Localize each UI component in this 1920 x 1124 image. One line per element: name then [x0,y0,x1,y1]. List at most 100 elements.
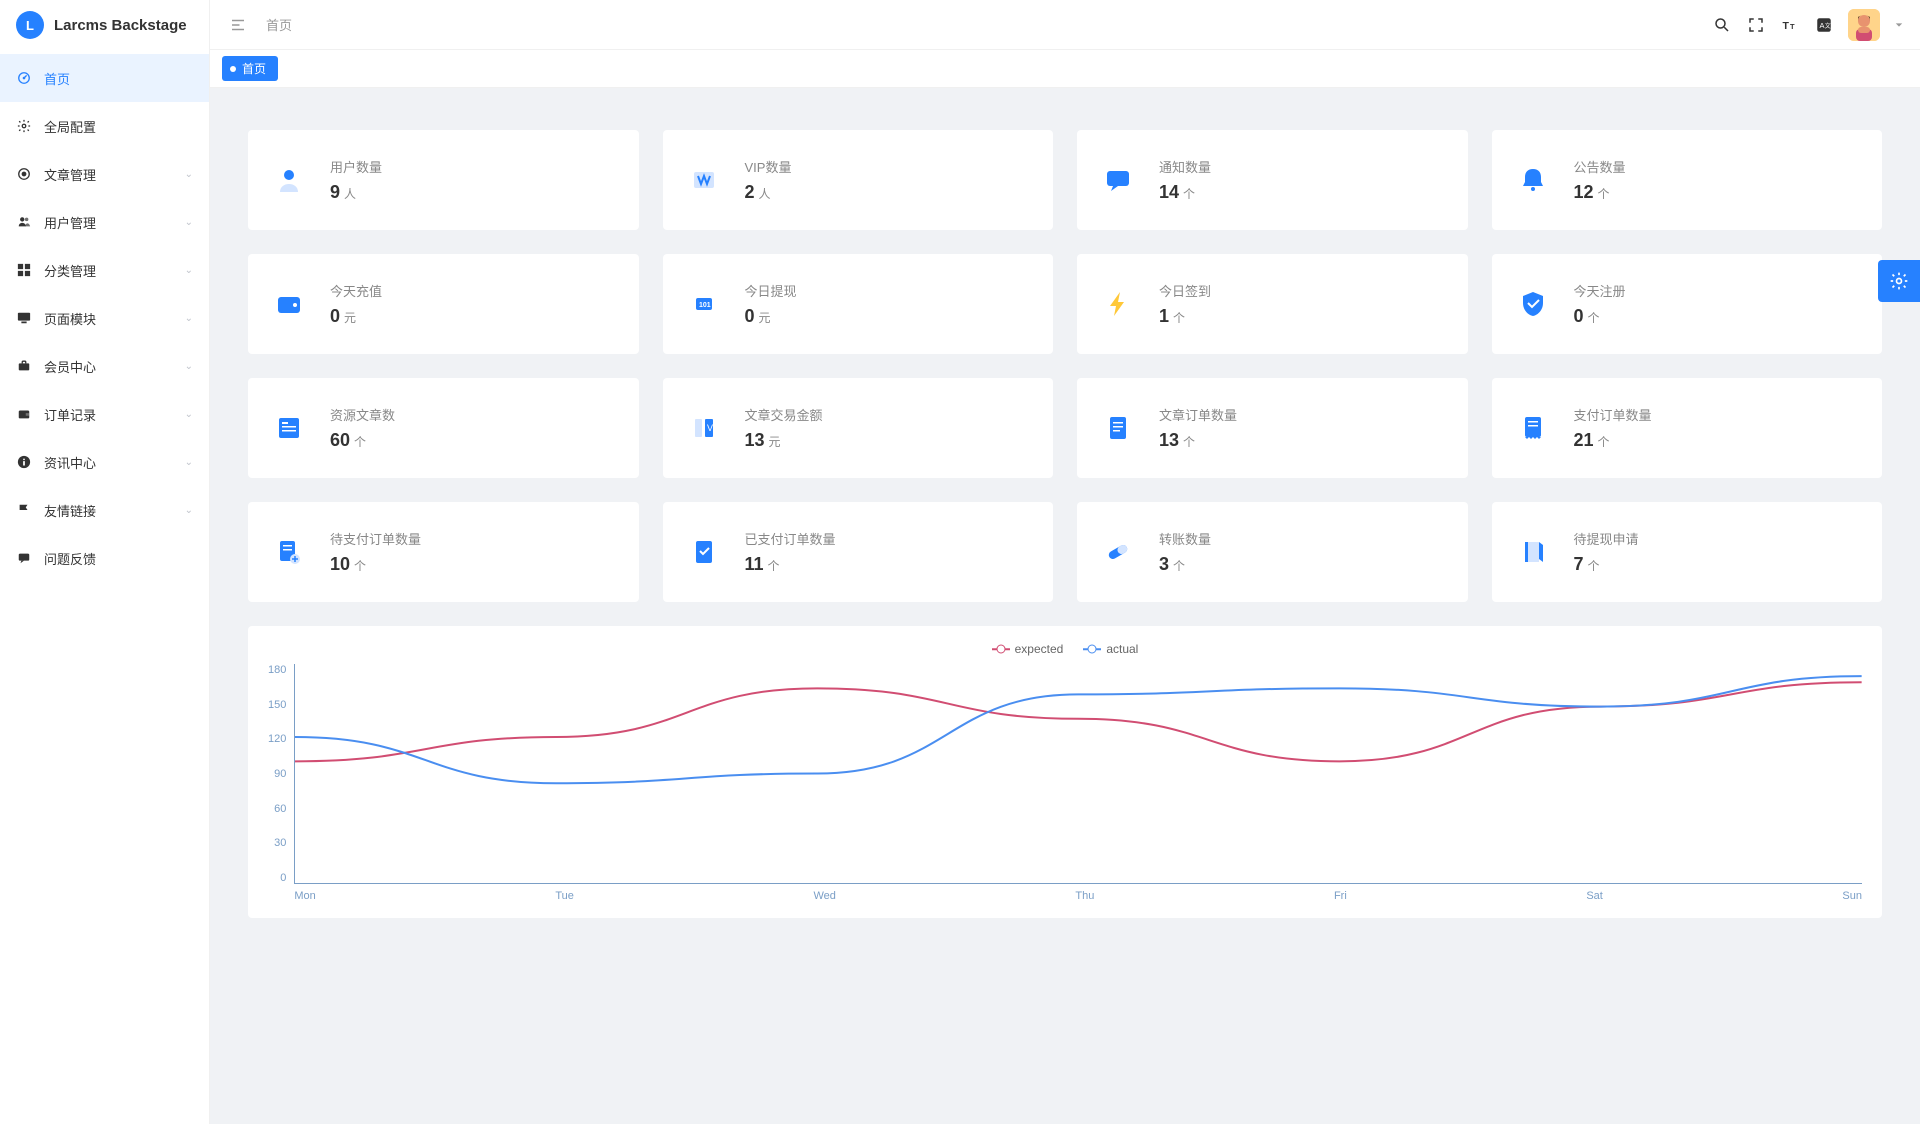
target-icon [16,166,32,182]
stat-card-12[interactable]: 待支付订单数量10 个 [248,502,639,602]
stat-card-1[interactable]: VIP数量2 人 [663,130,1054,230]
chevron-down-icon: ⌄ [185,361,193,372]
search-icon[interactable] [1712,15,1732,35]
stat-body: 今日提现0 元 [745,281,797,327]
chart-svg [295,664,1862,883]
stat-unit: 元 [344,309,356,326]
stat-unit: 个 [1183,185,1195,202]
stat-title: 用户数量 [330,157,382,176]
chevron-down-icon: ⌄ [185,409,193,420]
stat-unit: 个 [354,557,366,574]
stat-card-0[interactable]: 用户数量9 人 [248,130,639,230]
stat-title: VIP数量 [745,157,792,176]
sidebar-item-8[interactable]: 资讯中心⌄ [0,438,209,486]
stat-title: 转账数量 [1159,529,1211,548]
sidebar-item-10[interactable]: 问题反馈 [0,534,209,582]
sidebar: L Larcms Backstage 首页全局配置文章管理⌄用户管理⌄分类管理⌄… [0,0,210,1124]
sidebar-item-label: 首页 [44,69,193,88]
flag-icon [16,502,32,518]
stat-body: 用户数量9 人 [330,157,382,203]
stat-value: 7 个 [1574,554,1639,575]
fullscreen-icon[interactable] [1746,15,1766,35]
doc-icon [1099,409,1137,447]
stat-card-2[interactable]: 通知数量14 个 [1077,130,1468,230]
x-tick: Mon [294,890,315,902]
fontsize-icon[interactable]: TT [1780,15,1800,35]
docplus-icon [270,533,308,571]
stat-value: 13 元 [745,430,823,451]
stat-card-10[interactable]: 文章订单数量13 个 [1077,378,1468,478]
svg-text:T: T [1790,21,1795,30]
stat-card-9[interactable]: V 文章交易金额 13 元 [663,378,1054,478]
y-tick: 30 [274,837,286,849]
stat-value: 14 个 [1159,182,1211,203]
tab-home[interactable]: 首页 [222,56,278,81]
stat-title: 待支付订单数量 [330,529,421,548]
article-icon [270,409,308,447]
stat-card-3[interactable]: 公告数量12 个 [1492,130,1883,230]
stat-card-14[interactable]: 转账数量 3 个 [1077,502,1468,602]
sidebar-collapse-button[interactable] [226,13,250,37]
wallet2-icon [270,285,308,323]
stat-card-11[interactable]: 支付订单数量21 个 [1492,378,1883,478]
sidebar-item-5[interactable]: 页面模块⌄ [0,294,209,342]
stat-body: 待支付订单数量10 个 [330,529,421,575]
main: 首页 TT A文 首页 用户数量9 人VIP数量2 人通知数量14 个公告数量1… [210,0,1920,1124]
stat-value: 1 个 [1159,306,1211,327]
stat-card-5[interactable]: 101今日提现0 元 [663,254,1054,354]
x-tick: Wed [813,890,835,902]
legend-label: actual [1106,642,1138,656]
stat-unit: 个 [1588,309,1600,326]
tab-active-dot-icon [230,66,236,72]
avatar-chevron-icon[interactable] [1894,15,1904,35]
sidebar-item-2[interactable]: 文章管理⌄ [0,150,209,198]
sidebar-item-6[interactable]: 会员中心⌄ [0,342,209,390]
x-tick: Fri [1334,890,1347,902]
sidebar-item-label: 分类管理 [44,261,185,280]
legend-label: expected [1015,642,1064,656]
stat-body: 文章交易金额 13 元 [745,405,823,451]
columns-icon: V [685,409,723,447]
message-icon [16,550,32,566]
logo[interactable]: L Larcms Backstage [0,0,209,50]
floating-settings-button[interactable] [1878,260,1920,302]
stat-value: 3 个 [1159,554,1211,575]
stat-unit: 个 [354,433,366,450]
stat-card-4[interactable]: 今天充值0 元 [248,254,639,354]
sidebar-item-0[interactable]: 首页 [0,54,209,102]
legend-actual[interactable]: actual [1083,642,1138,656]
x-tick: Thu [1075,890,1094,902]
chart-x-axis: MonTueWedThuFriSatSun [294,884,1862,902]
y-tick: 180 [268,664,286,676]
stat-card-6[interactable]: 今日签到1 个 [1077,254,1468,354]
user-icon [270,161,308,199]
avatar[interactable] [1848,9,1880,41]
chart-y-axis: 1801501209060300 [268,664,294,884]
briefcase-icon [16,358,32,374]
legend-expected[interactable]: expected [992,642,1064,656]
stat-body: 通知数量14 个 [1159,157,1211,203]
stat-body: 文章订单数量13 个 [1159,405,1237,451]
bolt-icon [1099,285,1137,323]
stat-card-13[interactable]: 已支付订单数量11 个 [663,502,1054,602]
stat-card-8[interactable]: 资源文章数60 个 [248,378,639,478]
grid-icon [16,262,32,278]
chart-plot [294,664,1862,884]
stat-body: 公告数量12 个 [1574,157,1626,203]
chevron-down-icon: ⌄ [185,217,193,228]
doccheck-icon [685,533,723,571]
sidebar-item-1[interactable]: 全局配置 [0,102,209,150]
tab-label: 首页 [242,60,266,77]
stat-value: 60 个 [330,430,395,451]
y-tick: 90 [274,768,286,780]
sidebar-item-4[interactable]: 分类管理⌄ [0,246,209,294]
stat-title: 文章交易金额 [745,405,823,424]
y-tick: 0 [280,872,286,884]
stat-card-15[interactable]: 待提现申请7 个 [1492,502,1883,602]
sidebar-item-9[interactable]: 友情链接⌄ [0,486,209,534]
sidebar-item-3[interactable]: 用户管理⌄ [0,198,209,246]
stat-card-7[interactable]: 今天注册0 个 [1492,254,1883,354]
sidebar-item-7[interactable]: 订单记录⌄ [0,390,209,438]
translate-icon[interactable]: A文 [1814,15,1834,35]
sidebar-item-label: 友情链接 [44,501,185,520]
